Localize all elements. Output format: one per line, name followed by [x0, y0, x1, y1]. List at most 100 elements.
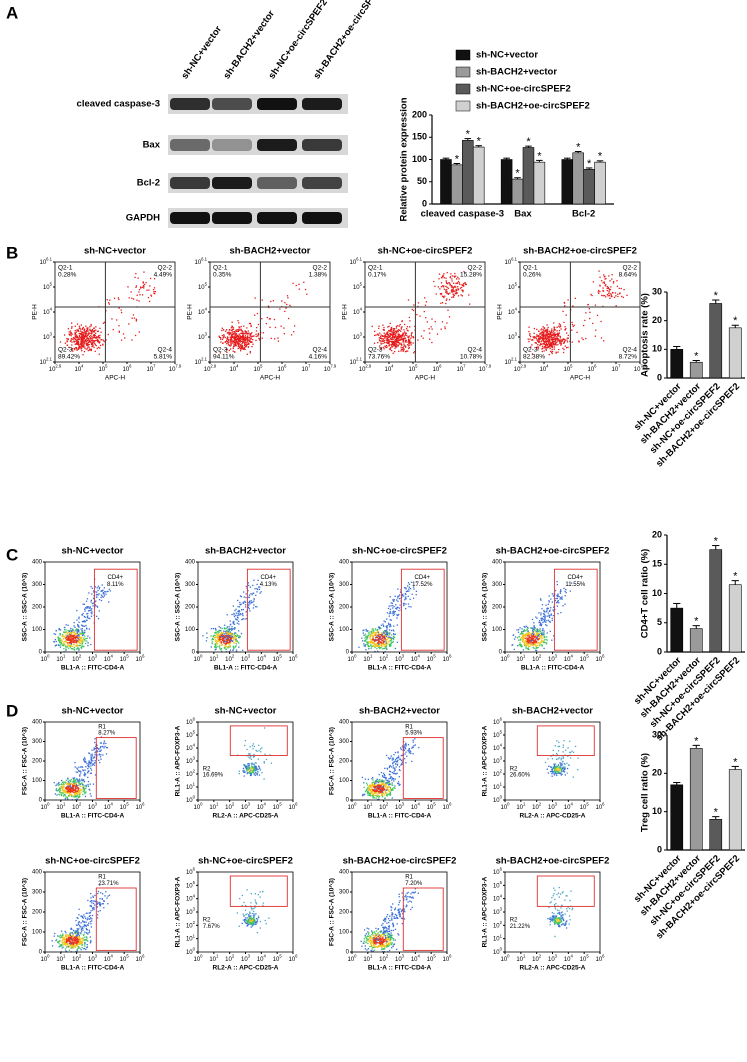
event-dot [375, 633, 377, 635]
event-dot [79, 774, 81, 776]
event-dot [79, 790, 81, 792]
gate [93, 568, 138, 651]
event-dot [213, 634, 215, 637]
event-dot [75, 336, 78, 338]
event-dot [554, 338, 556, 341]
event-dot [220, 638, 222, 641]
event-dot [374, 650, 376, 653]
event-dot [245, 593, 247, 595]
event-dot [93, 334, 96, 336]
event-dot [94, 751, 96, 754]
event-dot [392, 607, 394, 609]
event-dot [385, 344, 388, 347]
event-dot [63, 645, 65, 647]
event-dot [605, 277, 607, 280]
event-dot [392, 612, 394, 615]
event-dot [541, 644, 543, 646]
event-dot [238, 614, 240, 616]
event-dot [90, 323, 92, 326]
event-dot [64, 794, 66, 796]
event-dot [228, 639, 230, 641]
event-dot [100, 339, 102, 341]
event-dot [96, 587, 98, 589]
event-dot [231, 331, 234, 333]
event-dot [374, 330, 376, 332]
event-dot [563, 341, 565, 343]
event-dot [385, 630, 387, 632]
tick-exponent: 5 [126, 654, 129, 659]
x-axis-label: BL1-A :: FITC-CD4-A [368, 665, 432, 672]
event-dot [81, 766, 84, 768]
event-dot [526, 641, 529, 643]
event-dot [395, 604, 397, 606]
event-dot [463, 285, 465, 287]
bar [709, 549, 723, 653]
event-dot [76, 630, 78, 632]
event-dot [69, 784, 72, 786]
quadrant-name: Q2-4 [623, 347, 638, 354]
event-dot [553, 326, 555, 329]
event-dot [93, 748, 95, 750]
event-dot [220, 338, 222, 340]
event-dot [413, 304, 415, 306]
event-dot [556, 326, 558, 329]
x-tick-label: Bcl-2 [572, 209, 595, 220]
event-dot [58, 627, 60, 630]
event-dot [106, 590, 108, 593]
event-dot [83, 761, 86, 763]
tick-base: 10 [324, 367, 331, 373]
event-dot [537, 349, 539, 351]
event-dot [441, 285, 444, 287]
event-dot [59, 789, 62, 791]
event-dot [399, 339, 401, 341]
event-dot [224, 640, 226, 642]
tick-label: 103 [548, 654, 558, 663]
event-dot [82, 345, 85, 348]
event-dot [237, 330, 240, 333]
event-dot [614, 292, 617, 294]
event-dot [224, 624, 226, 626]
event-dot [372, 629, 374, 632]
event-dot [381, 632, 383, 634]
event-dot [426, 321, 428, 323]
event-dot [56, 790, 58, 792]
event-dot [90, 767, 92, 770]
event-dot [256, 591, 258, 593]
event-dot [217, 637, 219, 639]
row-label: Bcl-2 [137, 178, 160, 189]
event-dot [69, 634, 71, 636]
event-dot [80, 766, 82, 768]
event-dot [103, 742, 105, 744]
event-dot [384, 342, 386, 344]
event-dot [380, 627, 382, 630]
event-dot [105, 753, 108, 755]
event-dot [610, 286, 612, 288]
event-dot [53, 633, 55, 635]
event-dot [531, 638, 533, 640]
event-dot [235, 339, 237, 341]
event-dot [446, 283, 449, 285]
event-dot [248, 332, 250, 334]
event-dot [445, 281, 448, 284]
event-dot [82, 337, 84, 340]
event-dot [559, 339, 561, 341]
event-dot [86, 619, 88, 622]
event-dot [63, 626, 66, 629]
event-dot [229, 639, 232, 641]
event-dot [219, 648, 222, 650]
event-dot [82, 788, 84, 790]
tick-exponent: 5 [433, 654, 436, 659]
event-dot [62, 631, 65, 633]
event-dot [221, 639, 224, 642]
event-dot [548, 601, 550, 603]
y-axis-label: Relative protein expression [399, 97, 410, 221]
event-dot [86, 342, 88, 344]
event-dot [528, 632, 531, 634]
event-dot [77, 342, 79, 344]
event-dot [94, 332, 97, 334]
event-dot [554, 329, 556, 331]
event-dot [557, 612, 559, 615]
event-dot [232, 340, 234, 342]
event-dot [548, 344, 551, 346]
event-dot [105, 746, 108, 749]
